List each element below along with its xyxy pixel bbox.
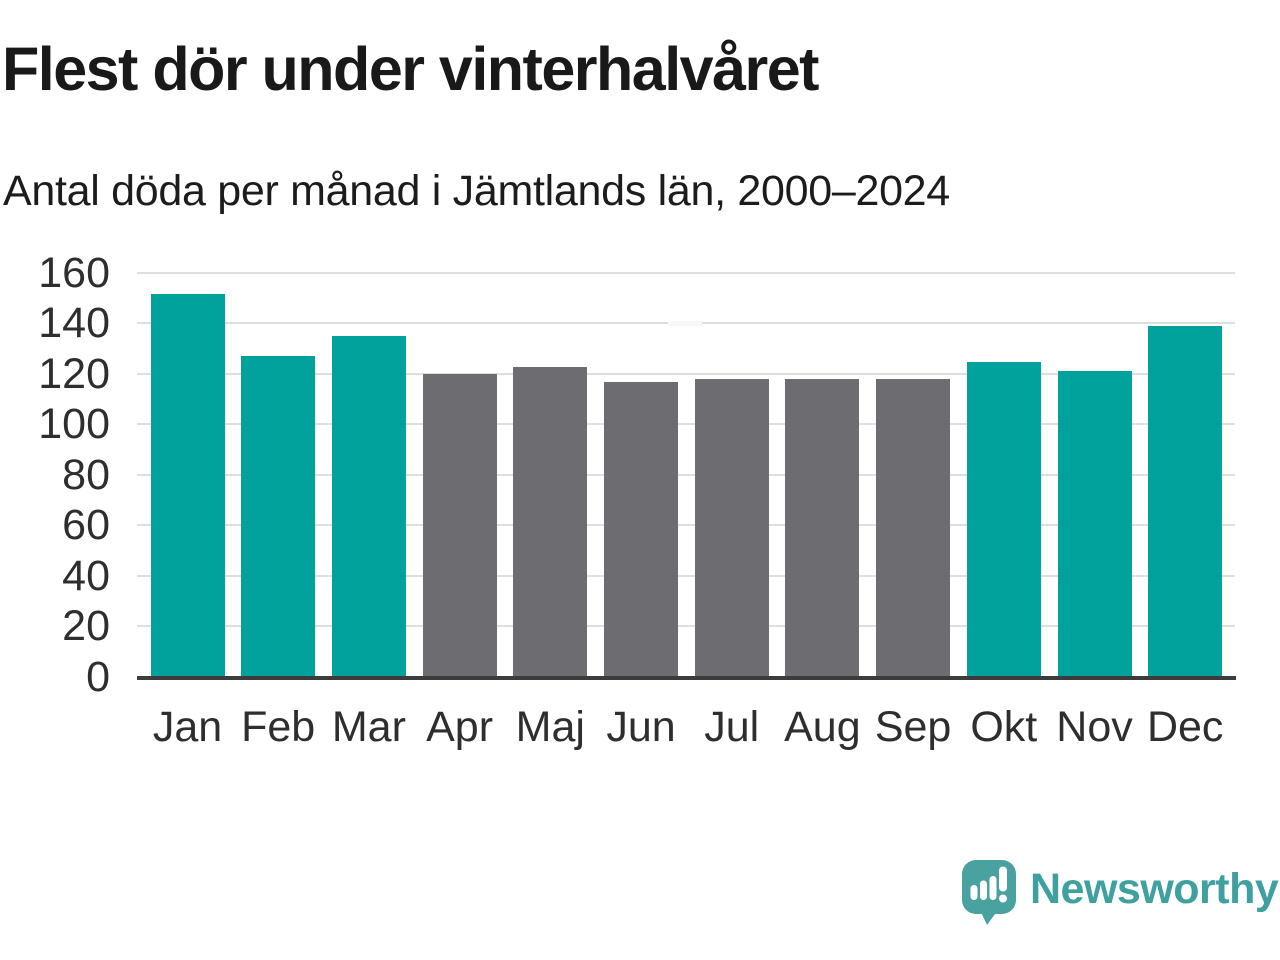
speech-bubble-bar-chart-icon	[962, 860, 1016, 925]
gridline-20	[137, 625, 1235, 628]
bar-dec	[1148, 325, 1223, 677]
x-tick-label-nov: Nov	[1056, 703, 1133, 751]
y-tick-label-80: 80	[62, 450, 110, 499]
gridline-120	[137, 372, 1235, 375]
chart-title: Flest dör under vinterhalvåret	[2, 35, 820, 103]
gridline-80	[137, 473, 1235, 476]
x-tick-label-maj: Maj	[515, 703, 585, 751]
y-tick-label-20: 20	[62, 602, 110, 651]
x-tick-label-okt: Okt	[970, 703, 1038, 751]
x-axis-line	[137, 676, 1236, 680]
y-tick-label-40: 40	[62, 551, 110, 600]
x-tick-label-mar: Mar	[331, 703, 406, 751]
bar-mar	[331, 335, 406, 677]
y-tick-label-120: 120	[38, 349, 110, 398]
x-tick-label-feb: Feb	[241, 703, 316, 751]
gridline-100	[137, 423, 1235, 426]
brand-name: Newsworthy	[1030, 865, 1279, 913]
bar-jul	[694, 378, 769, 677]
y-tick-label-0: 0	[86, 653, 110, 701]
brand-footer: Newsworthy	[961, 860, 1279, 926]
bar-nov	[1057, 371, 1132, 677]
gridline-artifact	[668, 321, 702, 327]
y-tick-label-100: 100	[38, 400, 110, 449]
x-tick-label-jul: Jul	[704, 703, 760, 751]
bar-sep	[876, 378, 951, 677]
x-tick-label-dec: Dec	[1146, 703, 1224, 751]
bar-aug	[785, 378, 860, 677]
bar-maj	[513, 367, 588, 677]
bar-okt	[966, 362, 1041, 677]
y-tick-label-160: 160	[38, 248, 110, 297]
y-tick-label-140: 140	[38, 299, 110, 348]
y-tick-label-60: 60	[62, 501, 110, 550]
x-tick-label-jun: Jun	[606, 703, 676, 751]
bar-jun	[604, 382, 678, 677]
bar-jan	[150, 293, 225, 677]
x-tick-label-apr: Apr	[426, 703, 494, 751]
bar-feb	[241, 355, 316, 677]
gridline-40	[137, 574, 1235, 577]
bar-apr	[422, 373, 497, 677]
chart-subtitle: Antal döda per månad i Jämtlands län, 20…	[3, 167, 950, 215]
x-tick-label-aug: Aug	[784, 703, 861, 751]
x-tick-label-sep: Sep	[874, 703, 952, 751]
gridline-160	[137, 271, 1235, 274]
x-tick-label-jan: Jan	[152, 703, 223, 751]
gridline-60	[137, 524, 1235, 527]
